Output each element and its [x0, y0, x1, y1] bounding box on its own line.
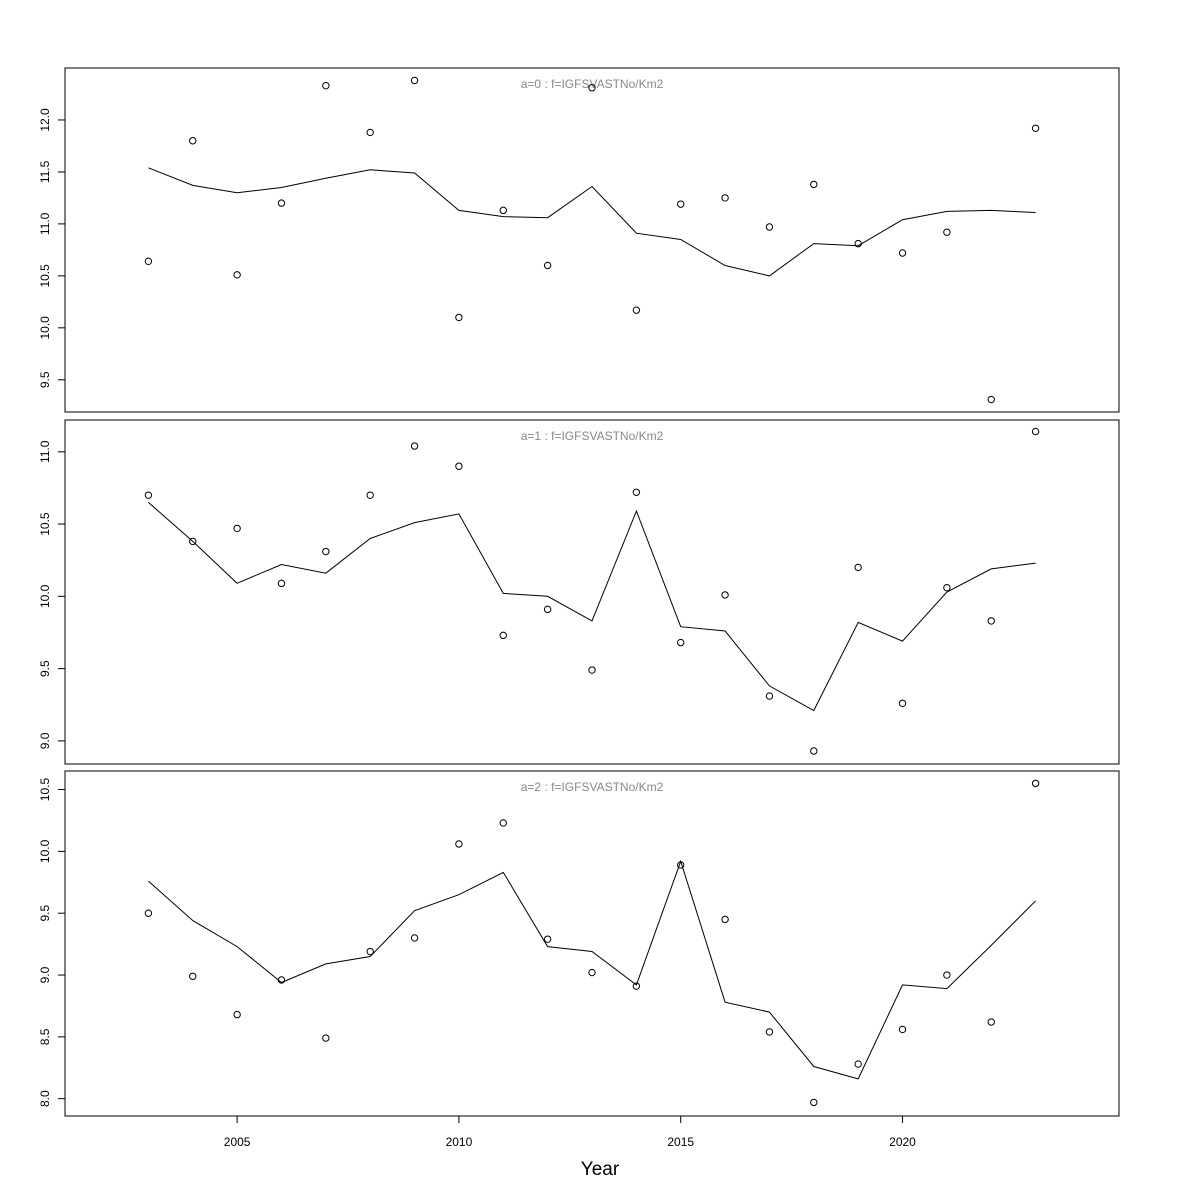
panel-title: a=1 : f=IGFSVASTNo/Km2	[521, 429, 664, 443]
data-point	[233, 524, 241, 533]
data-point	[943, 971, 951, 979]
y-tick-label: 10.5	[38, 512, 52, 536]
data-point	[189, 137, 197, 145]
x-tick-label: 2010	[446, 1135, 473, 1149]
y-tick-label: 11.0	[38, 440, 52, 463]
data-point	[410, 442, 419, 450]
data-point	[721, 915, 729, 924]
data-point	[233, 1010, 241, 1019]
data-point	[543, 605, 552, 614]
data-point	[1031, 427, 1040, 436]
data-point	[632, 306, 641, 314]
data-point	[322, 81, 330, 90]
data-point	[898, 1025, 907, 1034]
x-axis-label: Year	[580, 1159, 620, 1180]
data-point	[810, 1098, 818, 1107]
data-point	[854, 239, 862, 248]
y-tick-label: 10.0	[38, 584, 52, 608]
data-point	[455, 840, 463, 848]
fitted-line	[148, 502, 1036, 712]
x-tick-label: 2005	[224, 1135, 251, 1149]
data-point	[765, 223, 774, 231]
y-tick-label: 10.5	[38, 264, 52, 288]
data-point	[1031, 124, 1040, 132]
data-point	[277, 579, 286, 588]
y-tick-label: 9.5	[38, 660, 52, 677]
fitted-line	[148, 167, 1036, 277]
data-point	[455, 313, 463, 322]
data-point	[366, 947, 374, 956]
data-point	[588, 968, 596, 977]
data-point	[410, 934, 419, 942]
y-tick-label: 9.5	[38, 371, 52, 388]
panel-title: a=0 : f=IGFSVASTNo/Km2	[521, 77, 664, 91]
plot-frame	[64, 419, 1120, 765]
data-point	[810, 180, 818, 189]
data-point	[499, 631, 507, 640]
data-point	[854, 563, 862, 572]
data-point	[765, 1028, 774, 1036]
x-tick-label: 2015	[667, 1135, 694, 1149]
data-point	[277, 199, 286, 207]
panel-0: a=0 : f=IGFSVASTNo/Km2 9.5 10.0 10.5 11.0 11.…	[38, 67, 1120, 413]
y-tick-label: 9.0	[38, 966, 52, 983]
y-tick-label: 8.5	[38, 1028, 52, 1045]
y-tick-label: 9.0	[38, 732, 52, 749]
y-tick-label: 11.0	[38, 212, 52, 235]
fitted-line	[148, 859, 1036, 1080]
data-point	[233, 271, 241, 279]
data-point	[810, 747, 818, 755]
data-point	[987, 395, 995, 404]
data-point	[854, 1060, 862, 1068]
y-tick-label: 10.0	[38, 839, 52, 863]
data-point	[144, 257, 153, 266]
data-point	[765, 692, 774, 700]
data-point	[987, 617, 995, 625]
plot-frame	[64, 67, 1120, 413]
data-point	[632, 982, 641, 990]
panel-title: a=2 : f=IGFSVASTNo/Km2	[521, 780, 664, 794]
data-point	[144, 909, 153, 917]
data-point	[632, 488, 641, 496]
data-point	[987, 1018, 995, 1026]
data-point	[898, 249, 907, 257]
y-tick-label: 10.5	[38, 778, 52, 802]
x-tick-label: 2020	[889, 1135, 916, 1149]
y-tick-label: 11.5	[38, 160, 52, 183]
data-point	[677, 638, 685, 647]
data-point	[943, 583, 951, 592]
data-point	[721, 591, 729, 599]
data-point	[366, 491, 374, 499]
data-point	[677, 200, 685, 208]
data-point	[322, 547, 330, 556]
data-point	[322, 1034, 330, 1042]
data-point	[1031, 779, 1040, 788]
data-point	[677, 861, 685, 869]
data-point	[588, 84, 596, 92]
y-tick-label: 9.5	[38, 905, 52, 922]
data-point	[189, 537, 197, 546]
y-tick-label: 8.0	[38, 1090, 52, 1107]
y-tick-label: 12.0	[38, 108, 52, 132]
plot-frame	[64, 770, 1120, 1117]
panel-2: a=2 : f=IGFSVASTNo/Km2 8.0 8.5 9.0 9.5 10.0 10…	[38, 770, 1120, 1117]
data-point	[943, 228, 951, 236]
data-point	[588, 666, 596, 674]
data-point	[277, 976, 286, 984]
data-point	[410, 76, 419, 85]
data-point	[898, 699, 907, 707]
data-point	[721, 194, 729, 202]
y-tick-label: 10.0	[38, 316, 52, 340]
data-point	[366, 128, 374, 137]
data-point	[455, 462, 463, 470]
data-point	[189, 972, 197, 980]
data-point	[543, 261, 552, 270]
data-point	[543, 935, 552, 943]
data-point	[499, 819, 507, 827]
data-point	[499, 206, 507, 215]
panel-1: a=1 : f=IGFSVASTNo/Km2 9.0 9.5 10.0 10.5 11.0	[38, 419, 1120, 765]
data-point	[144, 491, 153, 499]
